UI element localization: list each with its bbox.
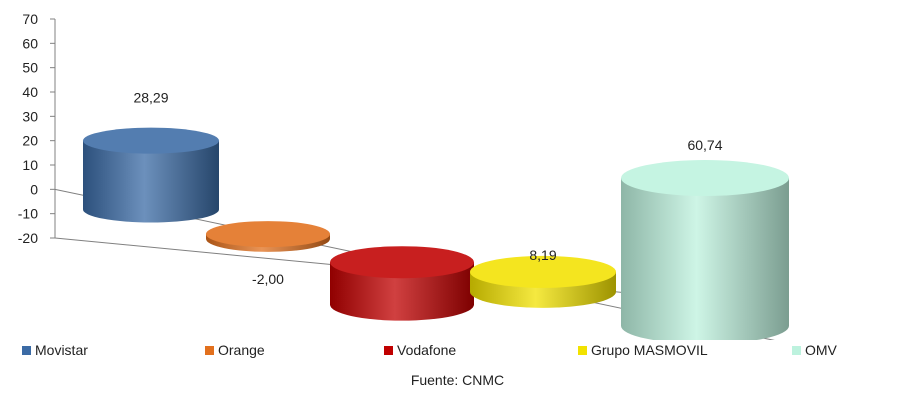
bar-body	[330, 262, 474, 321]
legend-swatch	[384, 345, 393, 355]
bar-cap	[83, 127, 219, 154]
bar-omv	[621, 160, 789, 340]
legend: Movistar Orange Vodafone Grupo MASMOVIL OMV	[0, 342, 903, 362]
y-tick-label: 60	[22, 35, 38, 51]
legend-item: Vodafone	[384, 342, 456, 358]
data-label: 28,29	[133, 90, 168, 106]
legend-label: OMV	[805, 342, 837, 358]
bar-grupo-masmovil	[470, 255, 616, 308]
data-label: 60,74	[687, 137, 722, 153]
legend-label: Orange	[218, 342, 265, 358]
legend-swatch	[22, 345, 31, 355]
y-axis-ticks: 70 60 50 40 30 20 10 0 -10 -20	[18, 11, 55, 246]
source-text: Fuente: CNMC	[410, 372, 505, 388]
legend-label: Movistar	[35, 342, 88, 358]
bar-orange	[206, 221, 330, 252]
legend-label: Vodafone	[397, 342, 457, 358]
bar-cap	[330, 246, 474, 279]
legend-item: OMV	[792, 342, 837, 358]
bar-vodafone	[330, 246, 474, 321]
bar-movistar	[83, 127, 219, 223]
bar-body	[621, 178, 789, 340]
legend-swatch	[578, 345, 587, 355]
legend-swatch	[792, 345, 801, 355]
y-tick-label: -20	[18, 230, 38, 246]
legend-item: Movistar	[22, 342, 88, 358]
legend-swatch	[205, 345, 214, 355]
y-tick-label: 30	[22, 108, 38, 124]
bar-cap	[621, 160, 789, 197]
y-tick-label: 50	[22, 60, 38, 76]
bars	[83, 127, 789, 340]
y-tick-label: 40	[22, 84, 38, 100]
y-tick-label: -10	[18, 206, 38, 222]
y-tick-label: 70	[22, 11, 38, 27]
bar-cap	[470, 255, 616, 288]
data-label: -2,00	[252, 271, 284, 287]
legend-item: Grupo MASMOVIL	[578, 342, 708, 358]
y-tick-label: 20	[22, 133, 38, 149]
legend-item: Orange	[205, 342, 265, 358]
data-label: 8,19	[529, 247, 556, 263]
y-tick-label: 10	[22, 157, 38, 173]
bar-body	[83, 140, 219, 223]
legend-label: Grupo MASMOVIL	[591, 342, 708, 358]
source-note: Fuente: CNMC	[0, 372, 903, 388]
y-tick-label: 0	[30, 181, 38, 197]
bar-cap	[206, 221, 330, 248]
